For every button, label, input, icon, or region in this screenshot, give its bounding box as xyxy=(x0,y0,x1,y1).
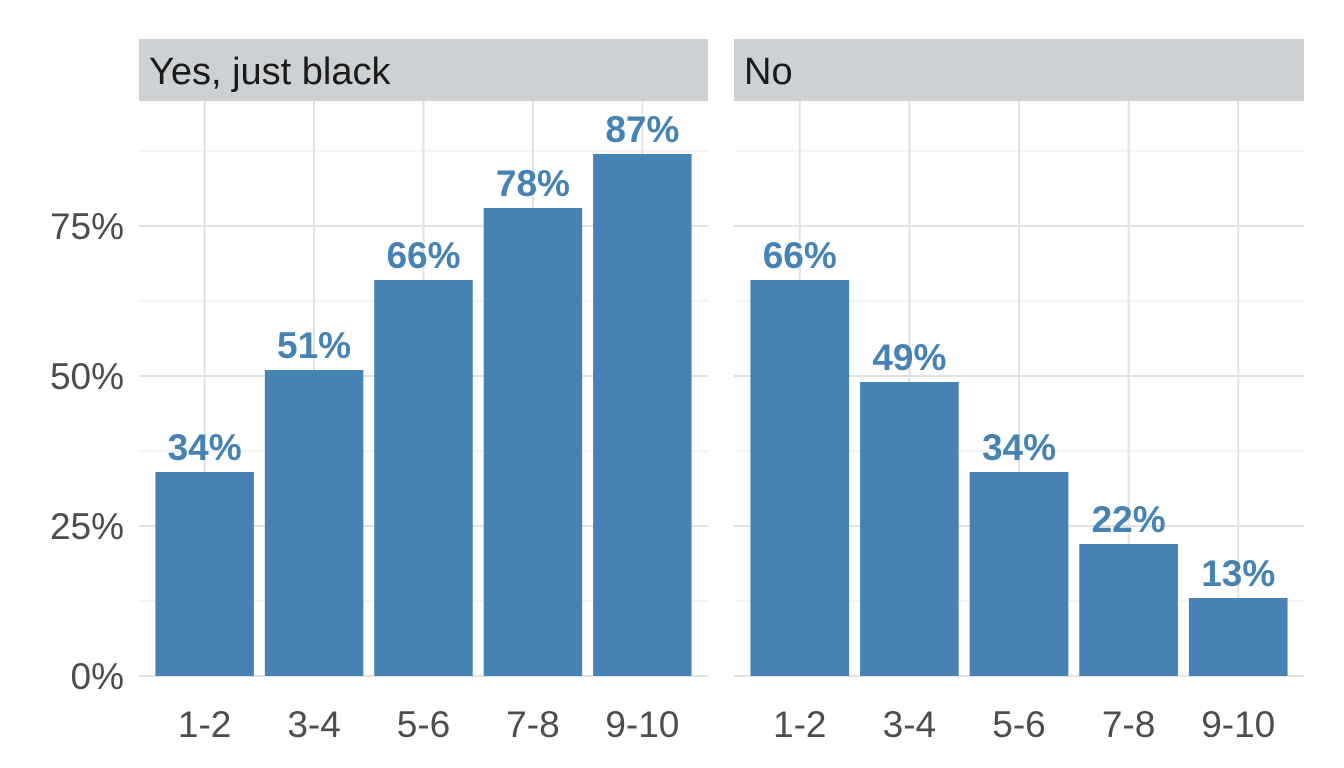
bar-9-10 xyxy=(1188,598,1288,676)
bar-7-8 xyxy=(1079,544,1178,676)
x-tick-label: 9-10 xyxy=(1201,704,1275,745)
bar-3-4 xyxy=(264,370,364,676)
facet-strip-label: Yes, just black xyxy=(149,51,392,93)
data-label: 66% xyxy=(763,235,837,276)
bar-5-6 xyxy=(969,472,1069,676)
facet-strip-label: No xyxy=(744,51,793,93)
data-label: 66% xyxy=(386,235,460,276)
x-tick-label: 3-4 xyxy=(287,704,340,745)
y-tick-label: 50% xyxy=(50,356,124,397)
x-tick-label: 1-2 xyxy=(178,704,231,745)
data-label: 87% xyxy=(605,109,679,150)
x-tick-label: 5-6 xyxy=(397,704,450,745)
data-label: 34% xyxy=(982,427,1056,468)
x-tick-label: 7-8 xyxy=(506,704,559,745)
facet-panel-1: Yes, just black 34% 1-2 51% 3-4 66% 5-6 78% 7-8 8… xyxy=(139,39,708,745)
facet-strip xyxy=(734,39,1304,101)
x-tick-label: 1-2 xyxy=(773,704,826,745)
x-tick-label: 5-6 xyxy=(992,704,1045,745)
x-tick-label: 9-10 xyxy=(605,704,679,745)
bar-1-2 xyxy=(155,472,254,676)
x-tick-label: 3-4 xyxy=(883,704,936,745)
data-label: 22% xyxy=(1092,499,1166,540)
data-label: 13% xyxy=(1201,553,1275,594)
bar-5-6 xyxy=(374,280,473,676)
data-label: 78% xyxy=(496,163,570,204)
facet-panel-2: No 66% 1-2 49% 3-4 34% 5-6 22% 7-8 13% 9-10 xyxy=(734,39,1304,745)
data-label: 34% xyxy=(168,427,242,468)
bar-9-10 xyxy=(593,154,692,676)
x-tick-label: 7-8 xyxy=(1102,704,1155,745)
data-label: 49% xyxy=(872,337,946,378)
y-tick-label: 25% xyxy=(50,506,124,547)
facet-strip xyxy=(139,39,708,101)
bar-7-8 xyxy=(483,208,583,676)
data-label: 51% xyxy=(277,325,351,366)
y-tick-label: 75% xyxy=(50,206,124,247)
y-tick-label: 0% xyxy=(71,656,124,697)
bar-1-2 xyxy=(750,280,850,676)
bar-3-4 xyxy=(860,382,959,676)
